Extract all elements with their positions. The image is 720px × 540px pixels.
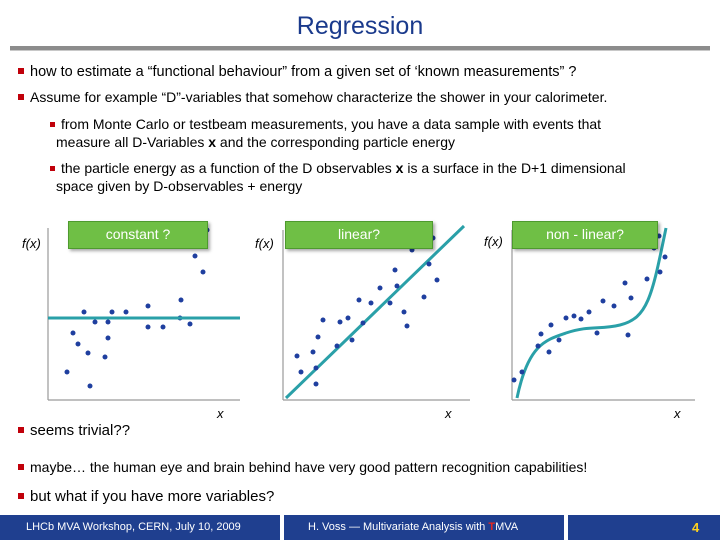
bottom-bullet-3-text: but what if you have more variables? <box>30 488 275 505</box>
footer-center: H. Voss ― Multivariate Analysis with TMV… <box>284 515 564 540</box>
plot-nonlinear-ylabel: f(x) <box>484 234 503 249</box>
bottom-bullet-1-text: seems trivial?? <box>30 422 131 439</box>
bullet-square-icon <box>50 122 55 127</box>
bullet-square-icon <box>18 493 24 499</box>
bullet-square-icon <box>18 68 24 74</box>
plot-constant-label: constant ? <box>68 221 208 249</box>
sub-bullet-1-line1: from Monte Carlo or testbeam measurement… <box>61 116 602 132</box>
footer-author-prefix: H. Voss ― Multivariate Analysis with <box>308 521 489 533</box>
bottom-bullet-1: seems trivial?? <box>18 422 130 440</box>
sub-bullet-1-line2a: measure all D-Variables <box>56 134 209 150</box>
footer-event: LHCb MVA Workshop, CERN, July 10, 2009 <box>26 521 241 533</box>
page-number: 4 <box>692 520 700 535</box>
bullet-2: Assume for example “D”-variables that so… <box>18 88 607 106</box>
bottom-bullet-2-text: maybe… the human eye and brain behind ha… <box>30 459 588 475</box>
title-divider <box>10 46 710 51</box>
sub-bullet-2-line1c: is a surface in the D+1 dimensional <box>403 160 626 176</box>
footer-tmva-suffix: MVA <box>495 521 519 533</box>
sub-bullet-2-line1a: the particle energy as a function of the… <box>61 160 396 176</box>
bullet-2-text: Assume for example “D”-variables that so… <box>30 89 608 105</box>
plot-nonlinear-label: non - linear? <box>512 221 658 249</box>
sub-bullet-1-cont: measure all D-Variables x and the corres… <box>56 133 455 151</box>
bullet-1: how to estimate a “functional behaviour”… <box>18 63 576 81</box>
bullet-square-icon <box>18 464 24 470</box>
plot-linear-label: linear? <box>285 221 433 249</box>
plot-constant-points <box>64 227 210 389</box>
footer-left: LHCb MVA Workshop, CERN, July 10, 2009 <box>0 515 280 540</box>
footer-right <box>568 515 720 540</box>
sub-bullet-2-x: x <box>395 160 404 176</box>
bullet-square-icon <box>18 94 24 100</box>
footer-tmva-t: T <box>488 521 496 533</box>
sub-bullet-1-x: x <box>208 134 217 150</box>
plot-nonlinear-fit-curve <box>515 227 668 399</box>
plot-nonlinear-xlabel: x <box>674 406 681 421</box>
plot-nonlinear-points <box>511 233 668 383</box>
plot-nonlinear-axes <box>511 230 695 401</box>
sub-bullet-1: from Monte Carlo or testbeam measurement… <box>50 115 601 133</box>
plot-linear-points <box>294 235 440 387</box>
bullet-square-icon <box>50 166 55 171</box>
plot-constant-xlabel: x <box>217 406 224 421</box>
footer-author: H. Voss ― Multivariate Analysis with TMV… <box>308 521 518 533</box>
bottom-bullet-3: but what if you have more variables? <box>18 488 274 506</box>
bottom-bullet-2: maybe… the human eye and brain behind ha… <box>18 458 587 476</box>
sub-bullet-2: the particle energy as a function of the… <box>50 159 626 177</box>
sub-bullet-2-cont: space given by D-observables + energy <box>56 178 303 194</box>
plot-constant-axes <box>47 228 240 401</box>
bullet-1-text: how to estimate a “functional behaviour”… <box>30 64 577 80</box>
plot-linear-axes <box>282 230 470 401</box>
plot-constant-ylabel: f(x) <box>22 236 41 251</box>
plot-linear-fit-line <box>284 224 466 400</box>
slide-title: Regression <box>296 12 424 40</box>
plot-linear-ylabel: f(x) <box>255 236 274 251</box>
sub-bullet-1-line2c: and the corresponding particle energy <box>216 134 455 150</box>
bullet-square-icon <box>18 427 24 433</box>
plot-linear-xlabel: x <box>445 406 452 421</box>
